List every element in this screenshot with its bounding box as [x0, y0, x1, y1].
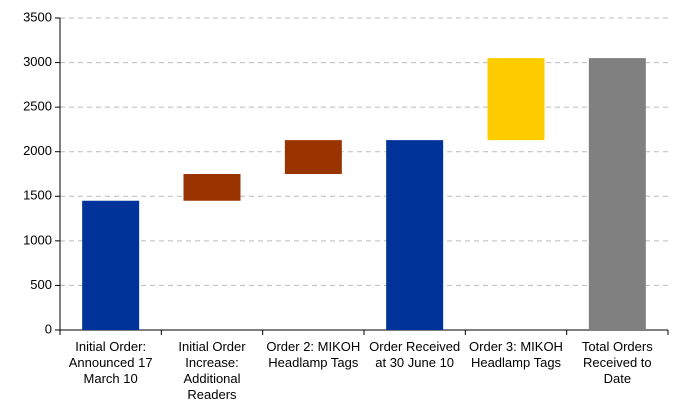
x-tick-label: Order 3: MIKOH Headlamp Tags	[469, 339, 563, 370]
y-tick-label: 3500	[23, 9, 52, 24]
y-tick-label: 0	[45, 321, 52, 336]
y-tick-label: 3000	[23, 54, 52, 69]
bar	[487, 58, 545, 141]
bar	[284, 140, 342, 174]
y-tick-label: 1500	[23, 188, 52, 203]
bar	[183, 174, 241, 201]
x-tick-label: Order 2: MIKOH Headlamp Tags	[266, 339, 361, 370]
bar	[386, 140, 444, 330]
bar	[588, 58, 646, 330]
y-tick-label: 2500	[23, 99, 52, 114]
y-tick-label: 2000	[23, 143, 52, 158]
x-tick-label: Initial Order Increase: Additional Reade…	[178, 339, 246, 402]
x-tick-label: Total Orders Received to Date	[581, 339, 653, 386]
x-tick-label: Order Received at 30 June 10	[369, 339, 461, 370]
x-tick-label: Initial Order: Announced 17 March 10	[68, 339, 153, 386]
bar	[82, 200, 140, 330]
y-tick-label: 1000	[23, 232, 52, 247]
y-tick-label: 500	[30, 277, 52, 292]
